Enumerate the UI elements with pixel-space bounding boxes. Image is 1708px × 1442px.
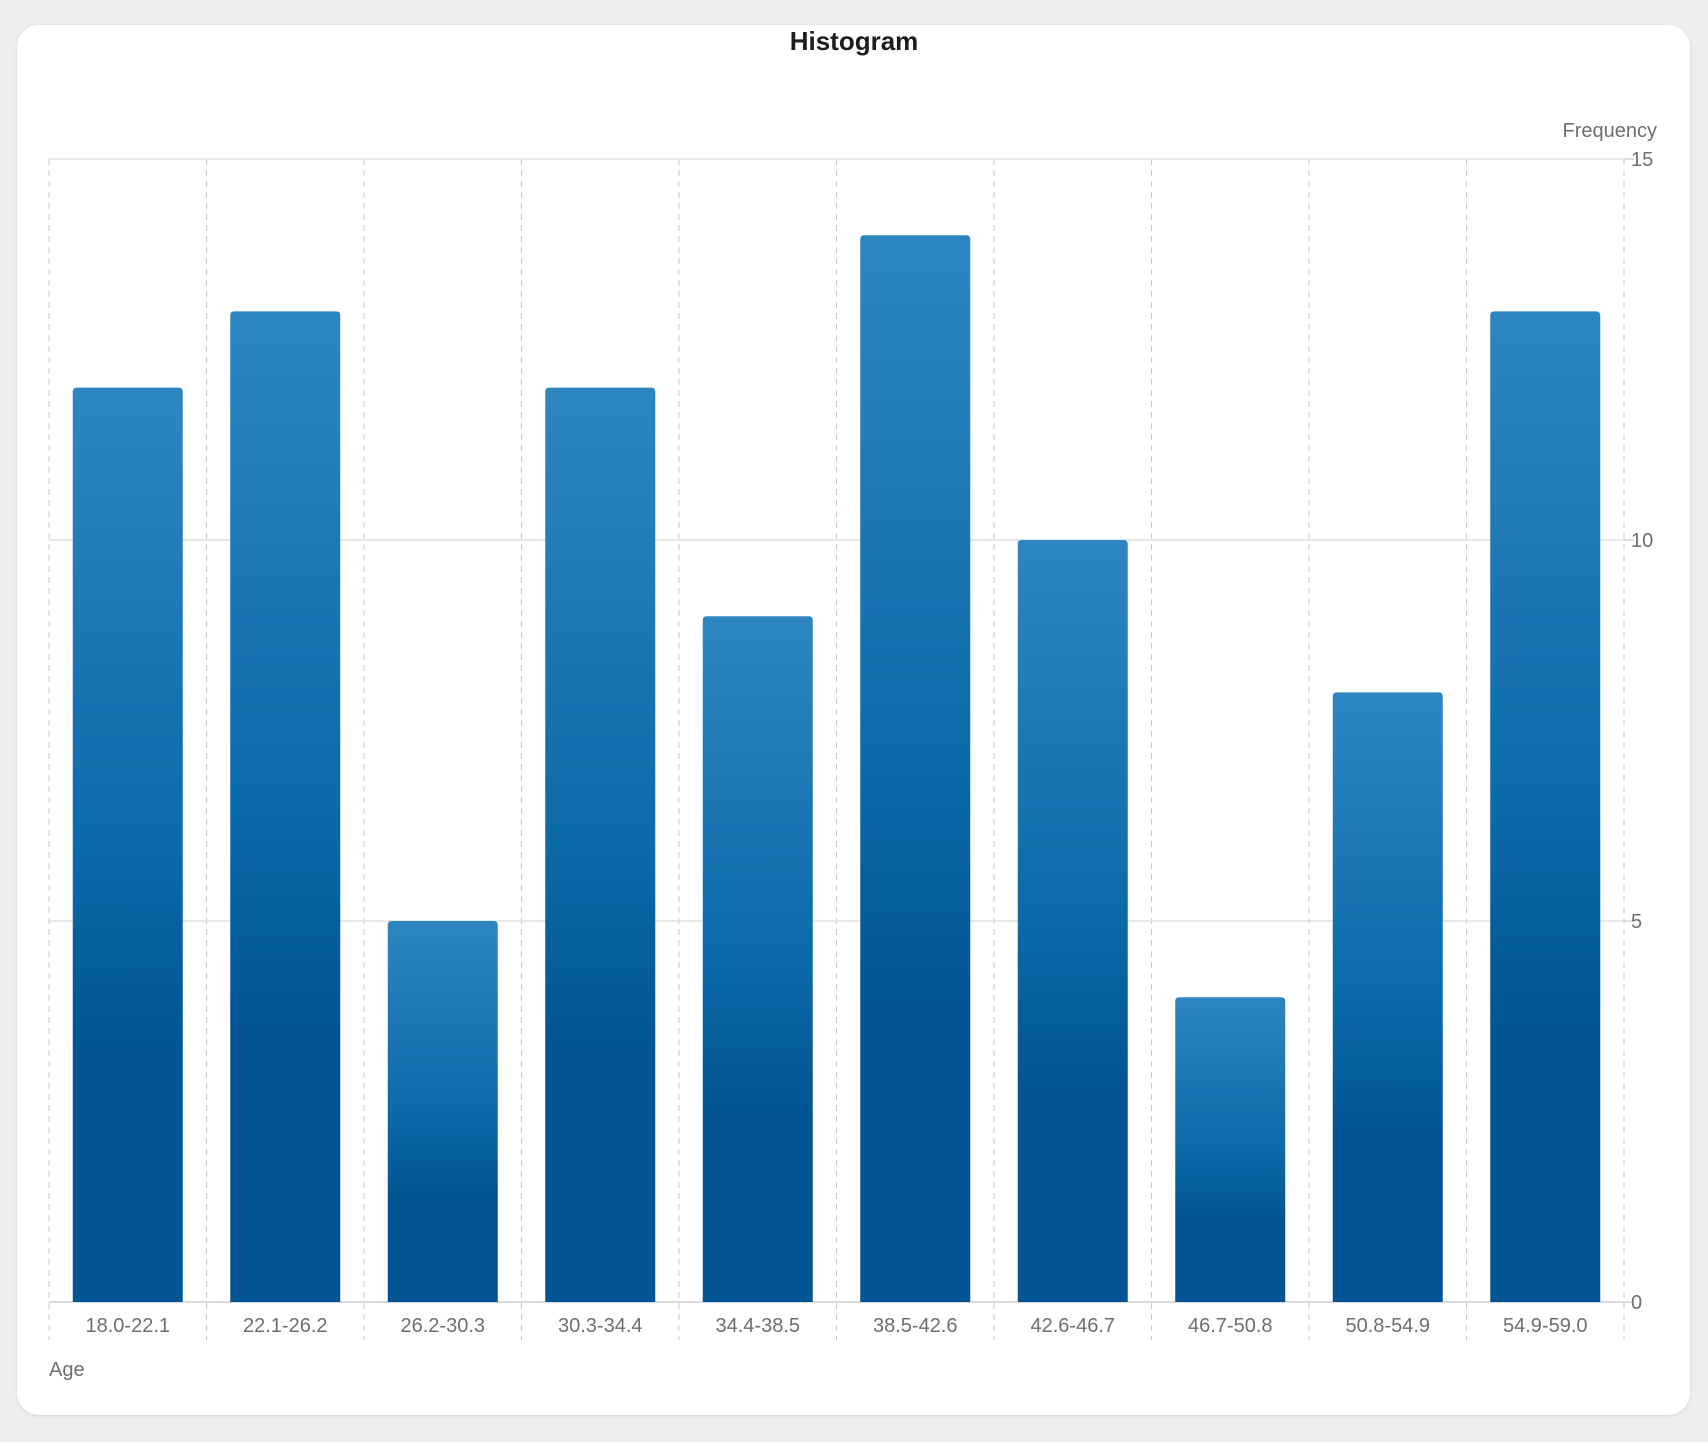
x-tick-label: 54.9-59.0 xyxy=(1503,1315,1588,1337)
x-tick-label: 46.7-50.8 xyxy=(1188,1315,1273,1337)
histogram-bar xyxy=(387,921,498,1302)
histogram-bar xyxy=(860,235,971,1303)
x-tick-label: 18.0-22.1 xyxy=(85,1315,170,1337)
histogram-bar xyxy=(702,616,813,1302)
x-tick-label: 50.8-54.9 xyxy=(1345,1315,1430,1337)
histogram-bar xyxy=(1332,692,1443,1302)
y-axis-label: Frequency xyxy=(1563,120,1658,142)
histogram-bar xyxy=(545,387,656,1303)
histogram-bar xyxy=(1175,997,1286,1302)
histogram-bar xyxy=(1017,540,1128,1302)
histogram-bar xyxy=(1490,311,1601,1302)
x-axis-label: Age xyxy=(49,1359,85,1381)
histogram-bar xyxy=(72,387,183,1303)
x-tick-label: 42.6-46.7 xyxy=(1030,1315,1115,1337)
x-tick-label: 22.1-26.2 xyxy=(243,1315,328,1337)
y-tick-label: 0 xyxy=(1631,1292,1642,1314)
x-tick-label: 30.3-34.4 xyxy=(558,1315,643,1337)
y-tick-label: 15 xyxy=(1631,149,1653,171)
x-tick-label: 34.4-38.5 xyxy=(715,1315,800,1337)
x-tick-label: 38.5-42.6 xyxy=(873,1315,958,1337)
chart-title: Histogram xyxy=(790,26,919,56)
x-tick-label: 26.2-30.3 xyxy=(400,1315,485,1337)
y-tick-label: 5 xyxy=(1631,911,1642,933)
y-tick-label: 10 xyxy=(1631,530,1653,552)
histogram-bar xyxy=(230,311,341,1302)
